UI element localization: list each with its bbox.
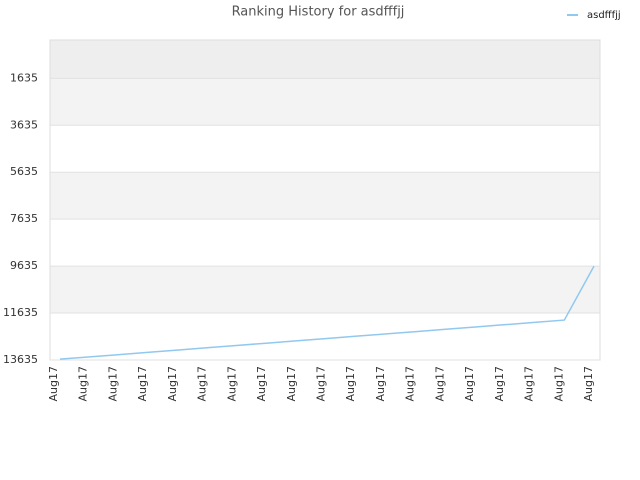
y-tick-label: 1635 <box>10 71 38 84</box>
x-tick-label: Aug17 <box>77 366 90 401</box>
x-tick-label: Aug17 <box>106 366 119 401</box>
x-tick-label: Aug17 <box>255 366 268 401</box>
x-tick-label: Aug17 <box>582 366 595 401</box>
x-tick-label: Aug17 <box>315 366 328 401</box>
chart-title: Ranking History for asdfffjj <box>232 5 405 20</box>
x-tick-label: Aug17 <box>344 366 357 401</box>
x-tick-label: Aug17 <box>285 366 298 401</box>
x-tick-label: Aug17 <box>404 366 417 401</box>
band <box>50 172 600 219</box>
y-tick-label: 3635 <box>10 118 38 131</box>
x-tick-label: Aug17 <box>523 366 536 401</box>
x-tick-label: Aug17 <box>552 366 565 401</box>
x-tick-label: Aug17 <box>493 366 506 401</box>
x-tick-label: Aug17 <box>225 366 238 401</box>
line <box>59 265 595 360</box>
band <box>50 78 600 125</box>
y-tick-label: 13635 <box>3 353 38 366</box>
y-tick-label: 7635 <box>10 212 38 225</box>
x-tick-label: Aug17 <box>47 366 60 401</box>
x-tick-label: Aug17 <box>196 366 209 401</box>
x-tick-label: Aug17 <box>374 366 387 401</box>
x-tick-label: Aug17 <box>136 366 149 401</box>
x-tick-label: Aug17 <box>433 366 446 401</box>
band <box>50 266 600 313</box>
x-tick-label: Aug17 <box>166 366 179 401</box>
y-tick-label: 9635 <box>10 259 38 272</box>
y-tick-label: 11635 <box>3 306 38 319</box>
x-tick-label: Aug17 <box>463 366 476 401</box>
band <box>50 40 600 78</box>
y-tick-label: 5635 <box>10 165 38 178</box>
legend-label: asdfffjj <box>587 10 621 21</box>
